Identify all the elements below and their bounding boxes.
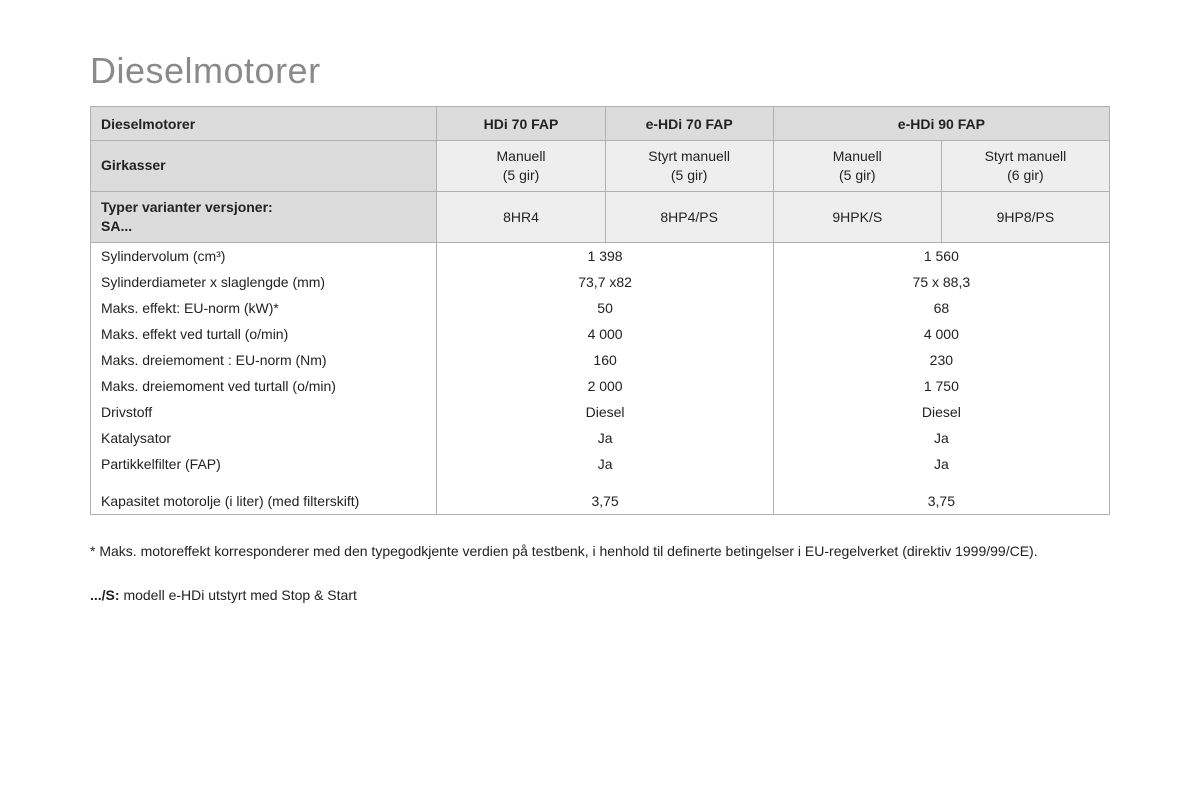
gearbox-line2: (6 gir): [1007, 167, 1044, 183]
row-value-group-1: 4 000: [437, 321, 773, 347]
footnote-2-rest: modell e-HDi utstyrt med Stop & Start: [120, 587, 357, 603]
footnote-2: .../S: modell e-HDi utstyrt med Stop & S…: [90, 587, 1110, 603]
header-label: Dieselmotorer: [91, 107, 437, 141]
row-value-group-2: Ja: [773, 451, 1109, 477]
row-label: Sylinderdiameter x slaglengde (mm): [91, 269, 437, 295]
table-row: Sylindervolum (cm³)1 3981 560: [91, 242, 1110, 269]
variants-label-l2: SA...: [101, 218, 132, 234]
row-value-group-1: 2 000: [437, 373, 773, 399]
footnote-1: * Maks. motoreffekt korresponderer med d…: [90, 543, 1110, 559]
row-value-group-2: 75 x 88,3: [773, 269, 1109, 295]
page: Dieselmotorer Dieselmotorer HDi 70 FAP e…: [0, 0, 1200, 603]
footnote-2-prefix: .../S:: [90, 587, 120, 603]
table-row: KatalysatorJaJa: [91, 425, 1110, 451]
row-value-group-2: 1 750: [773, 373, 1109, 399]
gearbox-cell: Manuell (5 gir): [437, 141, 605, 192]
row-value-group-2: 68: [773, 295, 1109, 321]
gearbox-line1: Styrt manuell: [985, 148, 1067, 164]
gearbox-line2: (5 gir): [671, 167, 708, 183]
engine-spec-table: Dieselmotorer HDi 70 FAP e-HDi 70 FAP e-…: [90, 106, 1110, 515]
row-label: Sylindervolum (cm³): [91, 242, 437, 269]
gearbox-line1: Manuell: [497, 148, 546, 164]
header-engine-3: e-HDi 90 FAP: [773, 107, 1109, 141]
row-value-group-1: Diesel: [437, 399, 773, 425]
gearbox-line2: (5 gir): [503, 167, 540, 183]
table-row: DrivstoffDieselDiesel: [91, 399, 1110, 425]
header-engine-1: HDi 70 FAP: [437, 107, 605, 141]
row-value-group-1: 160: [437, 347, 773, 373]
row-value-group-2: 4 000: [773, 321, 1109, 347]
gearbox-row: Girkasser Manuell (5 gir) Styrt manuell …: [91, 141, 1110, 192]
row-label: Maks. effekt: EU-norm (kW)*: [91, 295, 437, 321]
table-row: Maks. effekt ved turtall (o/min)4 0004 0…: [91, 321, 1110, 347]
table-row: Maks. effekt: EU-norm (kW)*5068: [91, 295, 1110, 321]
table-row: Kapasitet motorolje (i liter) (med filte…: [91, 477, 1110, 515]
gearbox-line1: Styrt manuell: [648, 148, 730, 164]
variants-row: Typer varianter versjoner: SA... 8HR4 8H…: [91, 191, 1110, 242]
row-value-group-2: Ja: [773, 425, 1109, 451]
header-engine-2: e-HDi 70 FAP: [605, 107, 773, 141]
table-header-row: Dieselmotorer HDi 70 FAP e-HDi 70 FAP e-…: [91, 107, 1110, 141]
row-value-group-2: Diesel: [773, 399, 1109, 425]
row-label: Drivstoff: [91, 399, 437, 425]
gearbox-line1: Manuell: [833, 148, 882, 164]
row-value-group-1: 50: [437, 295, 773, 321]
gearbox-line2: (5 gir): [839, 167, 876, 183]
table-row: Maks. dreiemoment ved turtall (o/min)2 0…: [91, 373, 1110, 399]
table-row: Sylinderdiameter x slaglengde (mm)73,7 x…: [91, 269, 1110, 295]
variant-code: 9HPK/S: [773, 191, 941, 242]
gearbox-label: Girkasser: [91, 141, 437, 192]
table-row: Maks. dreiemoment : EU-norm (Nm)160230: [91, 347, 1110, 373]
row-value-group-1: Ja: [437, 451, 773, 477]
row-label: Maks. dreiemoment : EU-norm (Nm): [91, 347, 437, 373]
row-value-group-2: 3,75: [773, 477, 1109, 515]
data-rows: Sylindervolum (cm³)1 3981 560Sylinderdia…: [91, 242, 1110, 514]
row-label: Kapasitet motorolje (i liter) (med filte…: [91, 477, 437, 515]
row-label: Maks. dreiemoment ved turtall (o/min): [91, 373, 437, 399]
gearbox-cell: Styrt manuell (5 gir): [605, 141, 773, 192]
row-value-group-2: 1 560: [773, 242, 1109, 269]
gearbox-cell: Manuell (5 gir): [773, 141, 941, 192]
row-label: Katalysator: [91, 425, 437, 451]
gearbox-cell: Styrt manuell (6 gir): [941, 141, 1109, 192]
variant-code: 9HP8/PS: [941, 191, 1109, 242]
row-value-group-1: 3,75: [437, 477, 773, 515]
row-value-group-1: Ja: [437, 425, 773, 451]
row-value-group-1: 73,7 x82: [437, 269, 773, 295]
row-value-group-1: 1 398: [437, 242, 773, 269]
row-label: Partikkelfilter (FAP): [91, 451, 437, 477]
variants-label: Typer varianter versjoner: SA...: [91, 191, 437, 242]
variant-code: 8HP4/PS: [605, 191, 773, 242]
variant-code: 8HR4: [437, 191, 605, 242]
table-row: Partikkelfilter (FAP)JaJa: [91, 451, 1110, 477]
row-label: Maks. effekt ved turtall (o/min): [91, 321, 437, 347]
page-title: Dieselmotorer: [90, 50, 1110, 92]
row-value-group-2: 230: [773, 347, 1109, 373]
variants-label-l1: Typer varianter versjoner:: [101, 199, 273, 215]
